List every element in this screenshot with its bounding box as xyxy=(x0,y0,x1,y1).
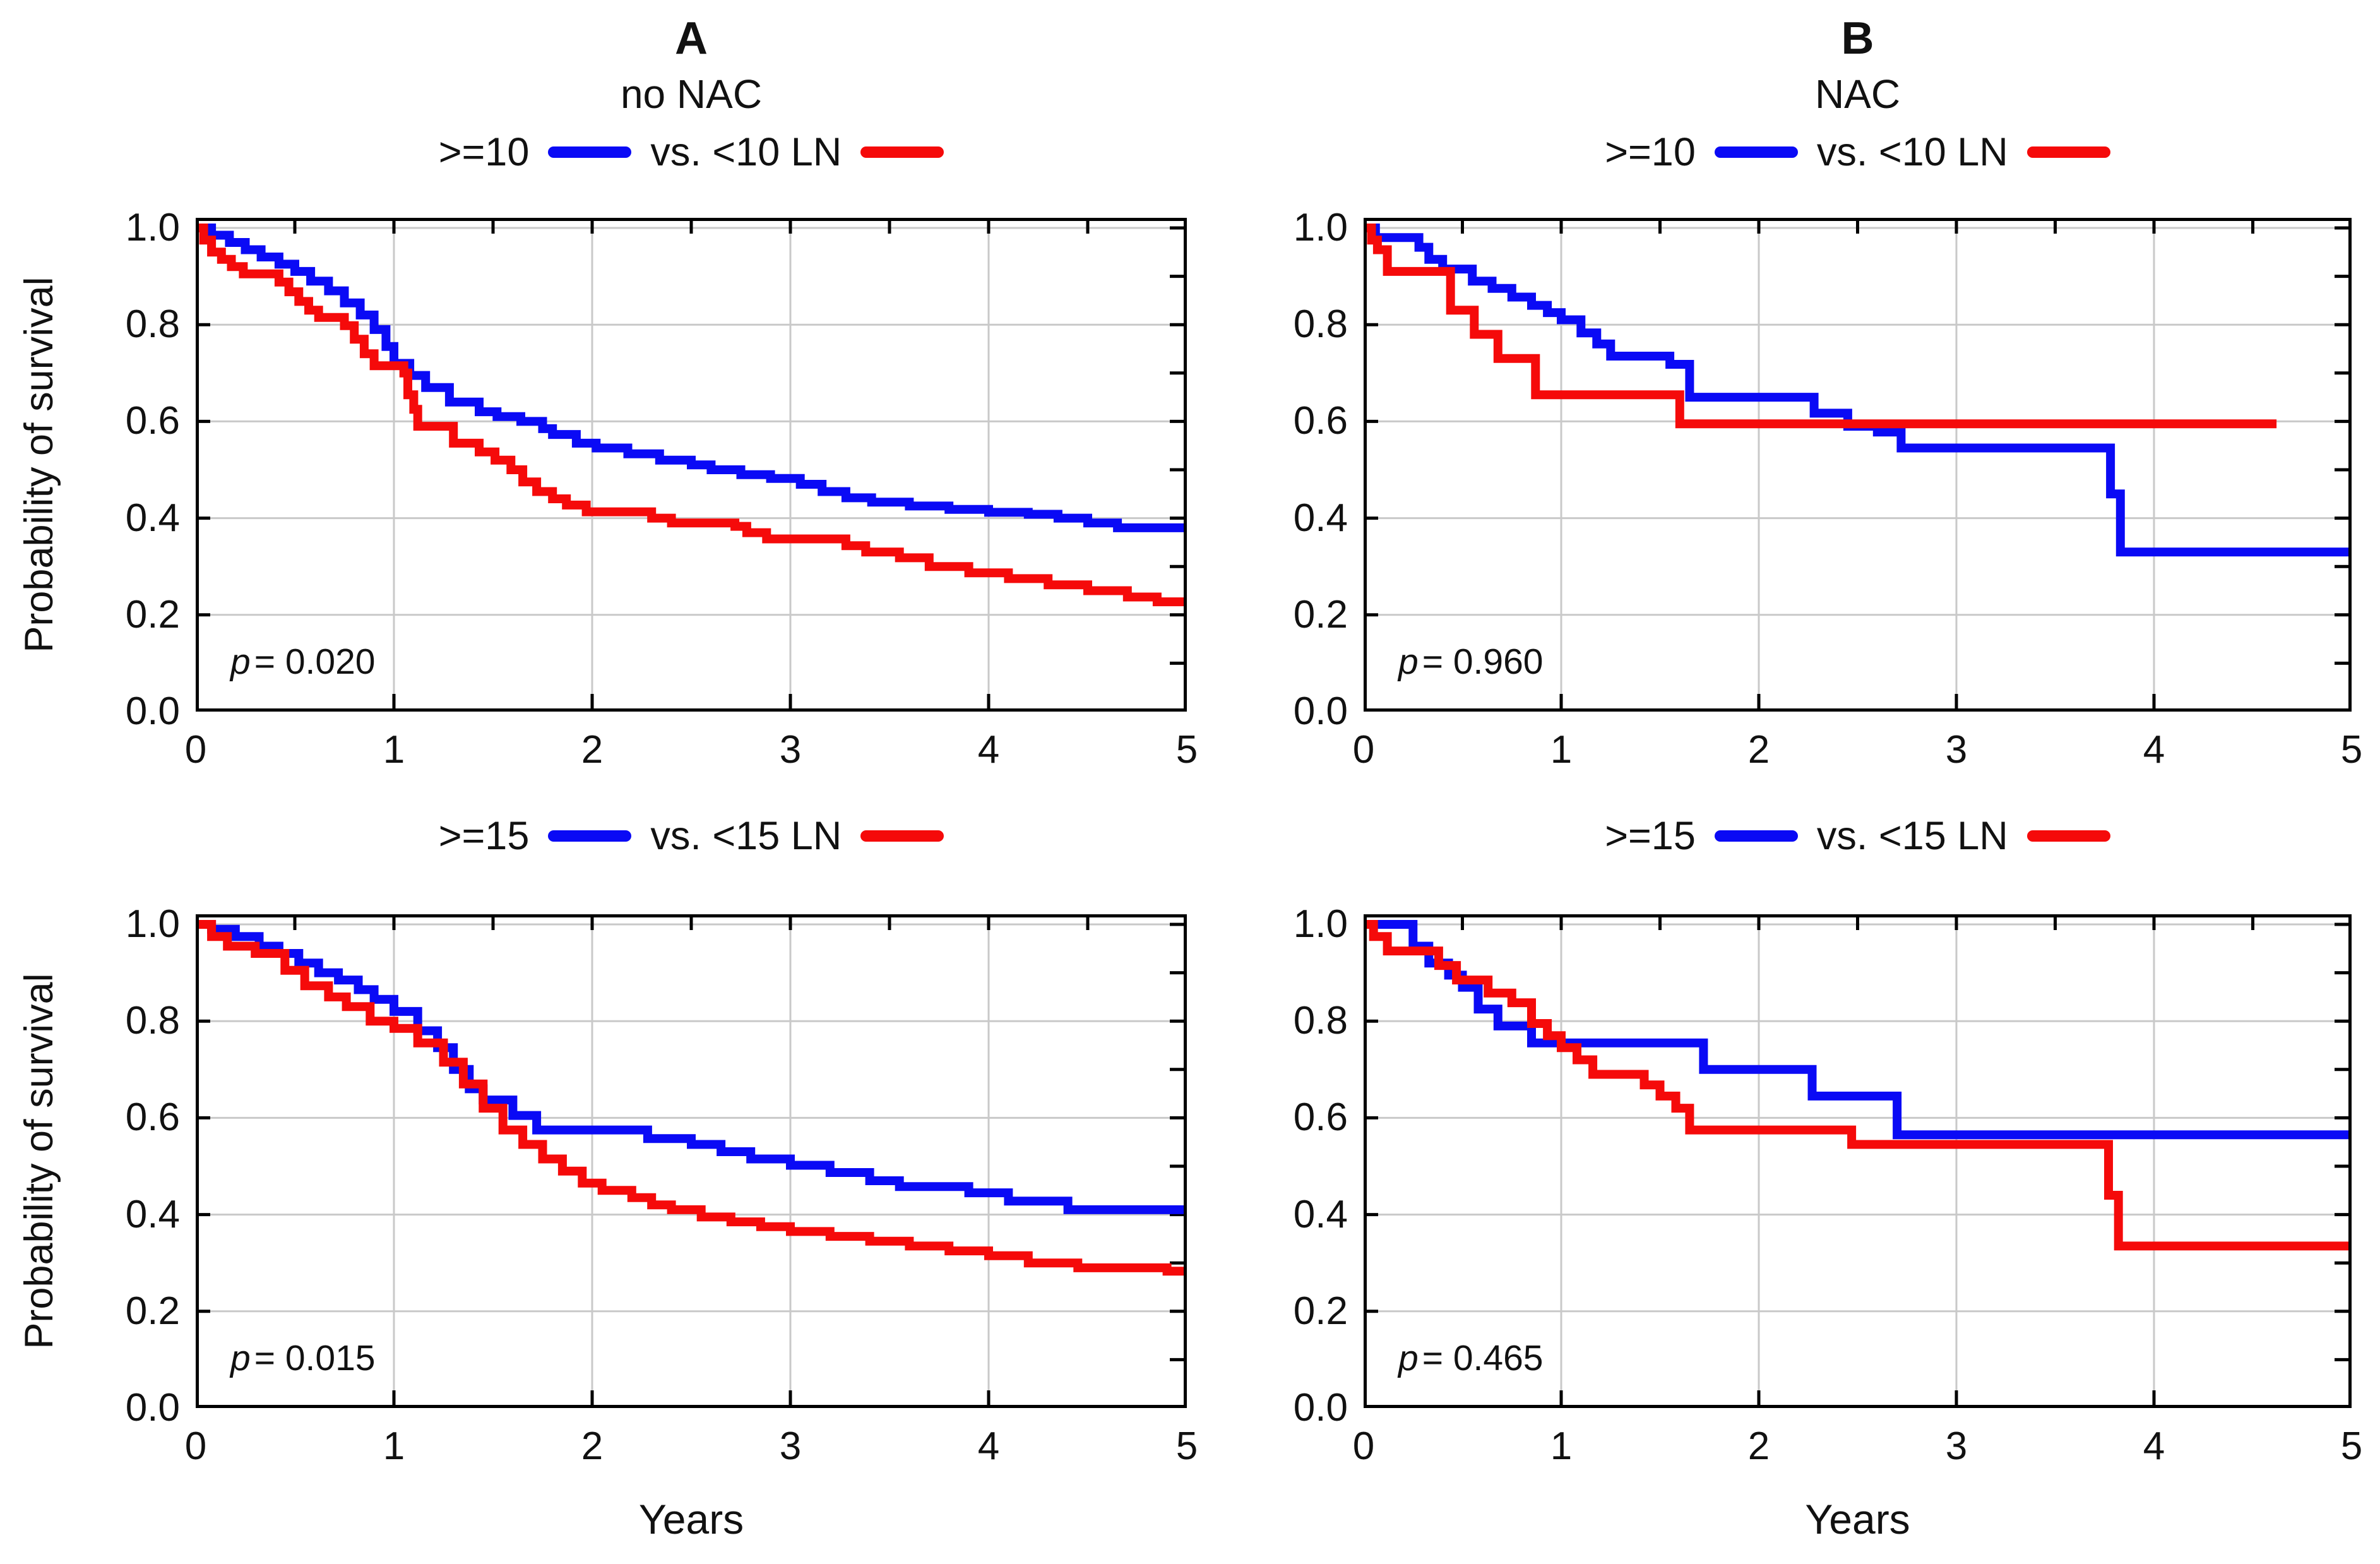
y-tick-label: 0.2 xyxy=(125,1289,180,1333)
y-tick-label: 0.8 xyxy=(1293,302,1348,347)
blue-line-swatch xyxy=(548,830,632,842)
y-tick-label: 1.0 xyxy=(125,206,180,249)
p-value-a-bottom: p = 0.015 xyxy=(230,1338,376,1378)
legend-label-ge15: >=15 xyxy=(438,814,530,858)
y-tick-label: 0.6 xyxy=(1293,399,1348,443)
y-tick-label: 1.0 xyxy=(1293,902,1348,946)
x-tick-label: 0 xyxy=(184,728,207,772)
x-tick-label: 0 xyxy=(1352,1424,1375,1468)
survival-curve-red xyxy=(196,224,1187,607)
x-axis-title-right: Years xyxy=(1805,1496,1910,1543)
survival-plot-4 xyxy=(1364,914,2352,1408)
x-tick-label: 0 xyxy=(184,1424,207,1468)
plot-frame xyxy=(196,914,1187,1408)
x-axis-title-left: Years xyxy=(638,1496,744,1543)
x-tick-label: 5 xyxy=(1175,1424,1198,1468)
legend-label-lt15: vs. <15 LN xyxy=(650,814,842,858)
x-tick-label: 1 xyxy=(1550,728,1573,772)
y-tick-label: 0.6 xyxy=(125,1095,180,1140)
x-tick-label: 4 xyxy=(2143,728,2165,772)
y-tick-label: 0.4 xyxy=(125,1192,180,1236)
red-line-swatch xyxy=(2026,830,2110,842)
panel-a-bottom-legend: >=15 vs. <15 LN xyxy=(196,813,1187,859)
legend-label-lt10: vs. <10 LN xyxy=(650,130,842,174)
blue-line-swatch xyxy=(548,146,632,158)
y-tick-label: 0.8 xyxy=(125,999,180,1043)
plot-frame xyxy=(1364,914,2352,1408)
survival-curve-blue xyxy=(1364,224,2352,557)
p-value-a-top: p = 0.020 xyxy=(230,642,376,682)
y-tick-label: 0.2 xyxy=(1293,592,1348,636)
blue-line-swatch xyxy=(1714,830,1798,842)
x-tick-label: 2 xyxy=(581,728,604,772)
x-tick-label: 4 xyxy=(977,728,1000,772)
y-tick-label: 0.2 xyxy=(125,592,180,636)
x-tick-label: 5 xyxy=(2340,1424,2363,1468)
x-tick-label: 3 xyxy=(779,1424,802,1468)
y-axis-title-bottom: Probability of survival xyxy=(17,973,61,1349)
x-tick-label: 3 xyxy=(1945,728,1968,772)
x-tick-label: 5 xyxy=(2340,728,2363,772)
panel-b-title: B xyxy=(1841,13,1874,64)
plot-frame xyxy=(196,218,1187,712)
legend-label-lt15: vs. <15 LN xyxy=(1816,814,2008,858)
x-tick-label: 2 xyxy=(581,1424,604,1468)
y-tick-label: 0.0 xyxy=(125,1386,180,1430)
survival-curve-blue xyxy=(196,224,1187,532)
x-tick-label: 2 xyxy=(1747,1424,1770,1468)
survival-curve-blue xyxy=(1364,920,2352,1140)
y-tick-label: 0.0 xyxy=(1293,1386,1348,1430)
plot-frame xyxy=(1364,218,2352,712)
y-tick-label: 0.4 xyxy=(1293,496,1348,540)
legend-label-ge10: >=10 xyxy=(1605,130,1696,174)
panel-b-subtitle: NAC xyxy=(1814,71,1901,117)
legend-label-ge10: >=10 xyxy=(438,130,530,174)
x-tick-label: 1 xyxy=(1550,1424,1573,1468)
red-line-swatch xyxy=(860,830,944,842)
x-tick-label: 4 xyxy=(2143,1424,2165,1468)
y-tick-label: 1.0 xyxy=(125,902,180,946)
y-tick-label: 0.6 xyxy=(1293,1095,1348,1140)
y-tick-label: 0.4 xyxy=(1293,1192,1348,1236)
panel-a-title: A xyxy=(675,13,708,64)
x-tick-label: 0 xyxy=(1352,728,1375,772)
x-tick-label: 5 xyxy=(1175,728,1198,772)
y-tick-label: 0.0 xyxy=(125,689,180,733)
y-tick-label: 0.6 xyxy=(125,399,180,443)
y-tick-label: 0.8 xyxy=(125,302,180,347)
y-axis-title-top: Probability of survival xyxy=(17,277,61,653)
panel-a-subtitle: no NAC xyxy=(620,71,763,117)
blue-line-swatch xyxy=(1714,146,1798,158)
survival-curve-blue xyxy=(196,920,1187,1214)
panel-b-top-legend: >=10 vs. <10 LN xyxy=(1364,129,2352,175)
y-tick-label: 1.0 xyxy=(1293,206,1348,249)
p-value-b-top: p = 0.960 xyxy=(1398,642,1544,682)
red-line-swatch xyxy=(2026,146,2110,158)
survival-plot-2 xyxy=(1364,218,2352,712)
y-tick-label: 0.8 xyxy=(1293,999,1348,1043)
x-tick-label: 2 xyxy=(1747,728,1770,772)
survival-curve-red xyxy=(196,920,1187,1276)
legend-label-lt10: vs. <10 LN xyxy=(1816,130,2008,174)
y-tick-label: 0.4 xyxy=(125,496,180,540)
survival-plot-3 xyxy=(196,914,1187,1408)
y-tick-label: 0.2 xyxy=(1293,1289,1348,1333)
legend-label-ge15: >=15 xyxy=(1605,814,1696,858)
x-tick-label: 4 xyxy=(977,1424,1000,1468)
x-tick-label: 1 xyxy=(383,728,405,772)
panel-a-top-legend: >=10 vs. <10 LN xyxy=(196,129,1187,175)
survival-curve-red xyxy=(1364,224,2277,429)
panel-b-bottom-legend: >=15 vs. <15 LN xyxy=(1364,813,2352,859)
survival-plot-1 xyxy=(196,218,1187,712)
x-tick-label: 1 xyxy=(383,1424,405,1468)
p-value-b-bottom: p = 0.465 xyxy=(1398,1338,1544,1378)
survival-curve-red xyxy=(1364,920,2352,1251)
x-tick-label: 3 xyxy=(779,728,802,772)
x-tick-label: 3 xyxy=(1945,1424,1968,1468)
y-tick-label: 0.0 xyxy=(1293,689,1348,733)
red-line-swatch xyxy=(860,146,944,158)
